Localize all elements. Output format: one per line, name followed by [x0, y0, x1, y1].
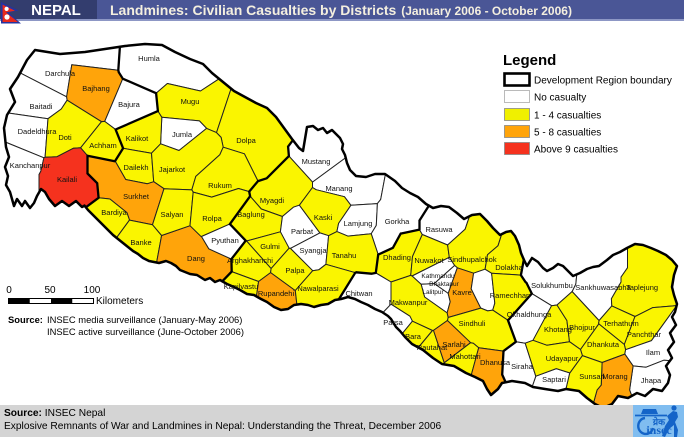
svg-text:Jajarkot: Jajarkot — [159, 165, 186, 174]
svg-text:Kavre: Kavre — [452, 288, 472, 297]
svg-text:Sindhupalchok: Sindhupalchok — [447, 255, 496, 264]
svg-text:NEPAL: NEPAL — [31, 2, 81, 19]
svg-text:Bhaktapur: Bhaktapur — [429, 281, 459, 288]
svg-text:Dailekh: Dailekh — [123, 163, 148, 172]
svg-text:Source:: Source: — [8, 314, 43, 325]
svg-text:Tanahu: Tanahu — [332, 251, 357, 260]
svg-text:Dhanusa: Dhanusa — [480, 358, 511, 367]
svg-text:Nuwakot: Nuwakot — [414, 256, 444, 265]
svg-text:Lalitpur: Lalitpur — [422, 289, 444, 296]
svg-text:No casualty: No casualty — [534, 93, 586, 104]
svg-text:Humla: Humla — [138, 54, 161, 63]
svg-text:5 - 8 casualties: 5 - 8 casualties — [534, 128, 601, 139]
svg-text:Myagdi: Myagdi — [260, 196, 285, 205]
svg-text:Bhojpur: Bhojpur — [569, 323, 595, 332]
svg-text:Makwanpur: Makwanpur — [389, 298, 428, 307]
svg-text:Kanchanpur: Kanchanpur — [10, 161, 51, 170]
svg-text:य्रेक: य्रेक — [652, 416, 666, 427]
svg-text:Manang: Manang — [325, 184, 352, 193]
svg-text:Jumla: Jumla — [172, 130, 193, 139]
svg-text:Surkhet: Surkhet — [123, 192, 150, 201]
svg-text:Darchula: Darchula — [45, 69, 76, 78]
svg-text:Achham: Achham — [89, 141, 117, 150]
svg-text:Pyuthan: Pyuthan — [211, 236, 239, 245]
svg-text:Baitadi: Baitadi — [30, 102, 53, 111]
svg-text:Sankhuwasabha: Sankhuwasabha — [575, 283, 631, 292]
svg-text:Legend: Legend — [503, 52, 556, 69]
svg-text:Nawalparasi: Nawalparasi — [297, 284, 339, 293]
svg-text:Bardiya: Bardiya — [101, 208, 127, 217]
svg-text:Development Region boundary: Development Region boundary — [534, 76, 672, 87]
svg-text:Kaski: Kaski — [314, 213, 333, 222]
svg-text:Sunsari: Sunsari — [579, 372, 605, 381]
svg-text:Dang: Dang — [187, 254, 205, 263]
svg-text:Baglung: Baglung — [237, 210, 265, 219]
svg-text:Okhaldhunga: Okhaldhunga — [507, 310, 552, 319]
svg-text:Ilam: Ilam — [646, 348, 660, 357]
svg-text:Mustang: Mustang — [302, 157, 331, 166]
svg-text:Sarlahi: Sarlahi — [442, 340, 466, 349]
svg-text:Kathmandu: Kathmandu — [421, 273, 455, 280]
svg-text:Khotang: Khotang — [544, 325, 572, 334]
svg-text:Arghakhanchi: Arghakhanchi — [227, 256, 273, 265]
svg-text:Banke: Banke — [130, 238, 151, 247]
svg-text:Sindhuli: Sindhuli — [459, 319, 486, 328]
svg-text:INSEC active surveillance (Jun: INSEC active surveillance (June-October … — [47, 326, 244, 337]
svg-text:Rasuwa: Rasuwa — [425, 225, 453, 234]
svg-text:Mugu: Mugu — [181, 97, 200, 106]
svg-text:Parbat: Parbat — [291, 227, 314, 236]
svg-text:Udayapur: Udayapur — [546, 354, 579, 363]
svg-text:50: 50 — [44, 285, 56, 296]
svg-text:Saptari: Saptari — [542, 375, 566, 384]
svg-text:Rukum: Rukum — [208, 181, 232, 190]
svg-text:Terhathum: Terhathum — [603, 319, 638, 328]
svg-text:Syangja: Syangja — [299, 246, 327, 255]
svg-text:Solukhumbu: Solukhumbu — [531, 281, 573, 290]
svg-text:Kailali: Kailali — [57, 175, 77, 184]
svg-text:Dhankuta: Dhankuta — [587, 340, 620, 349]
svg-text:Morang: Morang — [602, 372, 627, 381]
svg-text:Rolpa: Rolpa — [202, 214, 222, 223]
svg-text:Taplejung: Taplejung — [626, 283, 658, 292]
svg-text:Dhading: Dhading — [383, 253, 411, 262]
svg-text:INSEC media surveillance (Janu: INSEC media surveillance (January-May 20… — [47, 314, 242, 325]
svg-text:Kalikot: Kalikot — [126, 134, 149, 143]
svg-text:Gulmi: Gulmi — [260, 242, 280, 251]
svg-text:Kapilvastu: Kapilvastu — [224, 282, 259, 291]
svg-text:1 - 4 casualties: 1 - 4 casualties — [534, 111, 601, 122]
svg-text:Palpa: Palpa — [285, 266, 305, 275]
svg-text:Bajura: Bajura — [118, 100, 141, 109]
svg-text:0: 0 — [6, 285, 12, 296]
svg-text:100: 100 — [84, 285, 101, 296]
svg-text:Ramechhap: Ramechhap — [490, 291, 530, 300]
svg-text:Rupandehi: Rupandehi — [258, 289, 295, 298]
svg-text:Mahottari: Mahottari — [449, 352, 481, 361]
svg-text:Doti: Doti — [58, 133, 72, 142]
svg-text:Lamjung: Lamjung — [344, 219, 373, 228]
svg-text:Above 9 casualties: Above 9 casualties — [534, 145, 618, 156]
svg-text:Source: INSEC Nepal: Source: INSEC Nepal — [4, 408, 105, 419]
svg-text:Dolpa: Dolpa — [236, 136, 256, 145]
svg-text:Siraha: Siraha — [511, 362, 534, 371]
svg-text:Rautahat: Rautahat — [417, 343, 448, 352]
svg-text:Panchthar: Panchthar — [627, 330, 662, 339]
svg-text:Bajhang: Bajhang — [82, 84, 110, 93]
svg-text:Dadeldhura: Dadeldhura — [18, 127, 58, 136]
svg-text:Parsa: Parsa — [383, 318, 403, 327]
svg-text:Kilometers: Kilometers — [96, 296, 143, 307]
svg-text:Salyan: Salyan — [161, 210, 184, 219]
svg-text:Gorkha: Gorkha — [385, 217, 410, 226]
svg-text:Chitwan: Chitwan — [345, 289, 372, 298]
svg-text:Dolakha: Dolakha — [495, 263, 523, 272]
svg-text:Landmines: Civilian Casualties: Landmines: Civilian Casualties by Distri… — [110, 2, 572, 18]
svg-text:Bara: Bara — [405, 332, 422, 341]
svg-text:Explosive Remnants of War and: Explosive Remnants of War and Landmines … — [4, 421, 442, 432]
svg-text:Jhapa: Jhapa — [641, 376, 662, 385]
